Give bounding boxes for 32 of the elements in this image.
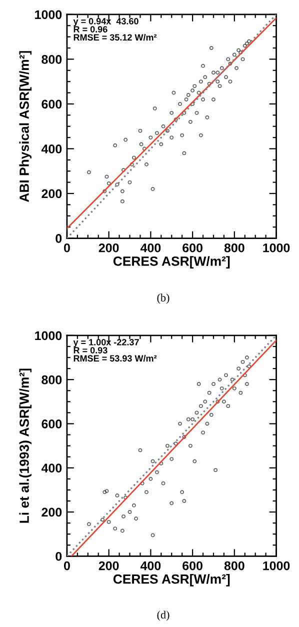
- x-tick-label: 600: [182, 243, 202, 252]
- x-tick-label: 200: [98, 243, 119, 252]
- x-tick-label: 800: [224, 561, 244, 570]
- text: (d): [157, 610, 170, 621]
- x-axis-title: CERES ASR[W/m²]: [113, 256, 230, 268]
- y-tick-label: 0: [56, 234, 62, 243]
- y-tick-label: 600: [42, 420, 62, 428]
- y-axis-title: ABI Physical ASR[W/m²]: [19, 51, 32, 202]
- annotation: y = 1.00x -22.37 R = 0.93 RMSE = 53.93 W/m²: [73, 338, 157, 362]
- x-tick-label: 400: [140, 561, 161, 570]
- y-axis-title: Li et al.(1993) ASR[W/m²]: [19, 368, 32, 523]
- y-tick-label: 0: [56, 552, 62, 561]
- y-tick-label: 200: [42, 508, 62, 517]
- x-tick-label: 1000: [263, 561, 290, 570]
- annotation: y = 0.94x 43.60 R = 0.96 RMSE = 35.12 W/m²: [73, 18, 157, 41]
- y-tick-label: 600: [42, 100, 62, 109]
- x-tick-label: 600: [182, 561, 202, 570]
- y-tick-label: 800: [42, 375, 62, 384]
- y-tick-label: 800: [42, 54, 62, 64]
- y-tick-label: 400: [41, 464, 62, 473]
- x-tick-label: 400: [140, 243, 161, 252]
- x-tick-label: 200: [98, 561, 119, 570]
- y-tick-label: 200: [42, 189, 62, 198]
- y-tick-label: 1000: [35, 10, 62, 20]
- text: (b): [157, 294, 170, 304]
- x-tick-label: 800: [224, 243, 244, 252]
- x-tick-label: 1000: [263, 243, 290, 252]
- x-tick-label: 0: [64, 243, 70, 252]
- y-tick-label: 1000: [35, 331, 62, 340]
- y-tick-label: 400: [41, 144, 62, 154]
- x-tick-label: 0: [64, 561, 70, 570]
- x-axis-title: CERES ASR[W/m²]: [113, 574, 230, 586]
